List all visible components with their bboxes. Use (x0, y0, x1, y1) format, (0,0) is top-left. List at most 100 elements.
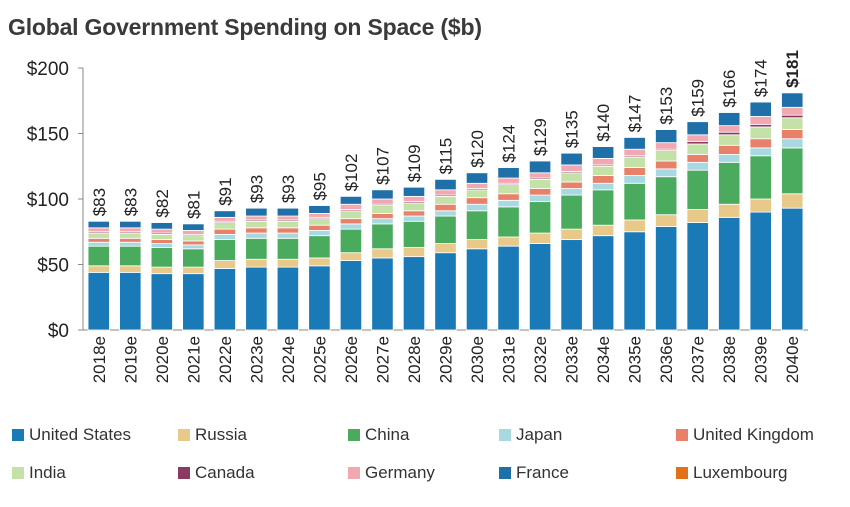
legend-label: France (516, 463, 569, 482)
bar-segment (718, 134, 741, 146)
bar-segment (245, 237, 268, 260)
bar-segment (213, 228, 236, 235)
y-tick-label: $0 (48, 321, 69, 342)
bar-segment (591, 235, 615, 331)
bar-segment (339, 203, 363, 210)
bar-segment (781, 147, 804, 195)
x-tick-label: 2039e (752, 336, 771, 383)
bar-segment (213, 222, 236, 230)
bar-segment (560, 172, 583, 183)
bar-segment (245, 266, 268, 331)
bar-segment (465, 210, 489, 241)
bar-segment (150, 247, 173, 268)
x-tick-label: 2019e (121, 336, 140, 383)
bar-segment (245, 220, 268, 229)
bar-segment (119, 241, 142, 247)
bar-segment (245, 207, 268, 217)
bar-total-label: $159 (689, 79, 708, 117)
bar-segment (655, 226, 678, 331)
bar-segment (686, 222, 709, 331)
legend-item: Canada (178, 462, 255, 484)
bar-segment (591, 146, 615, 159)
x-tick-label: 2020e (153, 336, 172, 383)
bar-segment (371, 189, 394, 200)
bar-segment (119, 265, 142, 273)
bar-segment (749, 211, 772, 331)
bar-segment (87, 271, 110, 331)
bar-segment (339, 210, 363, 220)
bar-segment (339, 252, 363, 261)
bar-segment (213, 216, 236, 222)
stacked-bar-chart: $0 $50 $100 $150 $200 $83 2018e $83 2019e $82 2020… (27, 50, 808, 383)
bar-segment (497, 236, 520, 247)
bar-segment (686, 154, 709, 163)
legend-swatch (348, 429, 360, 441)
bar-segment (182, 223, 205, 231)
bar-segment (623, 231, 646, 331)
bar-segment (623, 137, 646, 150)
bar-segment (339, 195, 363, 205)
bar-segment (308, 218, 331, 226)
bar-total-label: $81 (184, 191, 203, 219)
bar-segment (434, 195, 457, 205)
bar-segment (213, 210, 236, 218)
bar-segment (465, 182, 489, 189)
bar-total-label: $91 (216, 177, 235, 205)
bar-segment (655, 150, 678, 162)
legend-label: United Kingdom (693, 425, 814, 444)
bar-segment (465, 248, 489, 331)
bar-segment (655, 129, 678, 144)
legend-swatch (178, 467, 190, 479)
bar-segment (402, 215, 426, 222)
x-tick-label: 2037e (689, 336, 708, 383)
bar-segment (182, 235, 205, 242)
bar-segment (402, 195, 426, 203)
bar-segment (276, 215, 300, 221)
bar-segment (276, 207, 300, 217)
bar-total-label: $120 (468, 130, 487, 168)
bar-total-label: $93 (247, 175, 266, 203)
x-tick-label: 2036e (657, 336, 676, 383)
bar-segment (528, 172, 552, 179)
x-tick-label: 2028e (405, 336, 424, 383)
bar-segment (402, 220, 426, 248)
legend-label: United States (29, 425, 132, 444)
legend-swatch (348, 467, 360, 479)
legend-item: France (499, 462, 569, 484)
bar-segment (87, 265, 110, 273)
legend-item: United States (12, 424, 131, 446)
bar-segment (497, 193, 520, 201)
bar-total-label: $166 (720, 70, 739, 108)
x-tick-label: 2035e (626, 336, 645, 383)
bar-total-label: $109 (405, 144, 424, 182)
x-tick-label: 2025e (310, 336, 329, 383)
bar-segment (150, 222, 173, 230)
bar-segment (560, 194, 583, 230)
bar-segment (781, 207, 804, 331)
bar-segment (781, 138, 804, 149)
bar-segment (591, 224, 615, 237)
x-tick-label: 2018e (90, 336, 109, 383)
legend-label: Russia (195, 425, 247, 444)
x-tick-label: 2024e (279, 336, 298, 383)
bar-segment (686, 169, 709, 210)
bar-total-label: $181 (783, 50, 802, 88)
x-tick-label: 2027e (373, 336, 392, 383)
bar-segment (339, 260, 363, 331)
bar-segment (686, 134, 709, 142)
bar-segment (213, 233, 236, 241)
bar-segment (497, 184, 520, 195)
y-tick-label: $150 (27, 125, 69, 146)
bar-segment (182, 244, 205, 250)
bar-segment (213, 268, 236, 331)
x-tick-label: 2034e (594, 336, 613, 383)
bar-segment (465, 189, 489, 199)
legend-item: India (12, 462, 66, 484)
bar-segment (497, 245, 520, 331)
bar-segment (528, 188, 552, 196)
bar-segment (119, 245, 142, 267)
bar-total-label: $115 (437, 138, 456, 175)
bar-segment (591, 175, 615, 184)
legend-swatch (178, 429, 190, 441)
bar-segment (718, 144, 741, 155)
